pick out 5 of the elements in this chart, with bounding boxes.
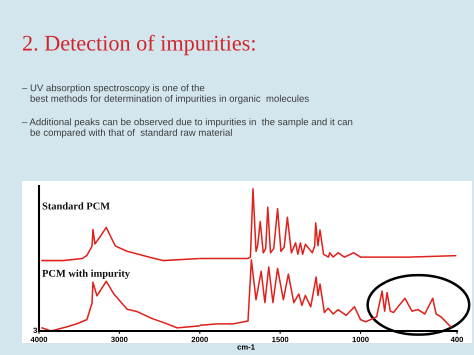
chart-title: 2. Detection of impurities:	[22, 34, 255, 56]
series-label: Standard PCM	[42, 202, 110, 210]
series-label: PCM with impurity	[42, 270, 130, 279]
text: – UV absorption spectroscopy is one of the best methods for determination of impurities in organic molecules	[22, 84, 309, 104]
text: – Additional peaks can be observed due to impurities in the sample and it can be compared with that of standard raw material	[22, 118, 352, 138]
